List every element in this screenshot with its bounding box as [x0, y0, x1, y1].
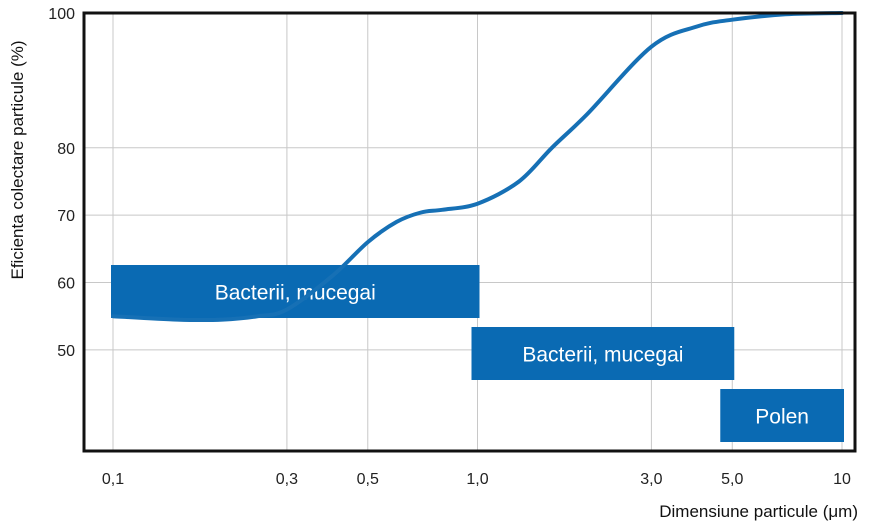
y-tick-label: 50	[57, 343, 75, 360]
x-axis-title: Dimensiune particule (μm)	[659, 502, 858, 521]
x-tick-label: 0,3	[276, 471, 298, 488]
x-tick-label: 10	[833, 471, 851, 488]
x-axis-ticks: 0,1 0,3 0,5 1,0 3,0 5,0 10	[102, 471, 851, 488]
band-bar	[471, 327, 735, 380]
series-line	[111, 11, 844, 323]
x-tick-label: 3,0	[640, 471, 662, 488]
x-tick-label: 0,1	[102, 471, 124, 488]
y-tick-label: 100	[48, 6, 75, 23]
x-tick-label: 1,0	[466, 471, 488, 488]
series	[111, 11, 844, 323]
plot-frame	[82, 11, 857, 453]
band-label: Bacterii, mucegai	[215, 282, 376, 305]
band-bar	[111, 265, 480, 318]
y-axis-title: Eficienta colectare particule (%)	[8, 40, 27, 279]
y-tick-label: 60	[57, 276, 75, 293]
y-axis-ticks: 50 60 70 80 100	[48, 6, 75, 360]
y-tick-label: 80	[57, 141, 75, 158]
x-tick-label: 5,0	[721, 471, 743, 488]
y-tick-label: 70	[57, 208, 75, 225]
x-tick-label: 0,5	[357, 471, 379, 488]
grid	[84, 12, 855, 451]
bands: Bacterii, mucegai Bacterii, mucegai Polen	[111, 265, 844, 442]
band-label: Polen	[755, 406, 809, 429]
band-label: Bacterii, mucegai	[522, 344, 683, 367]
band-bar	[720, 389, 844, 442]
